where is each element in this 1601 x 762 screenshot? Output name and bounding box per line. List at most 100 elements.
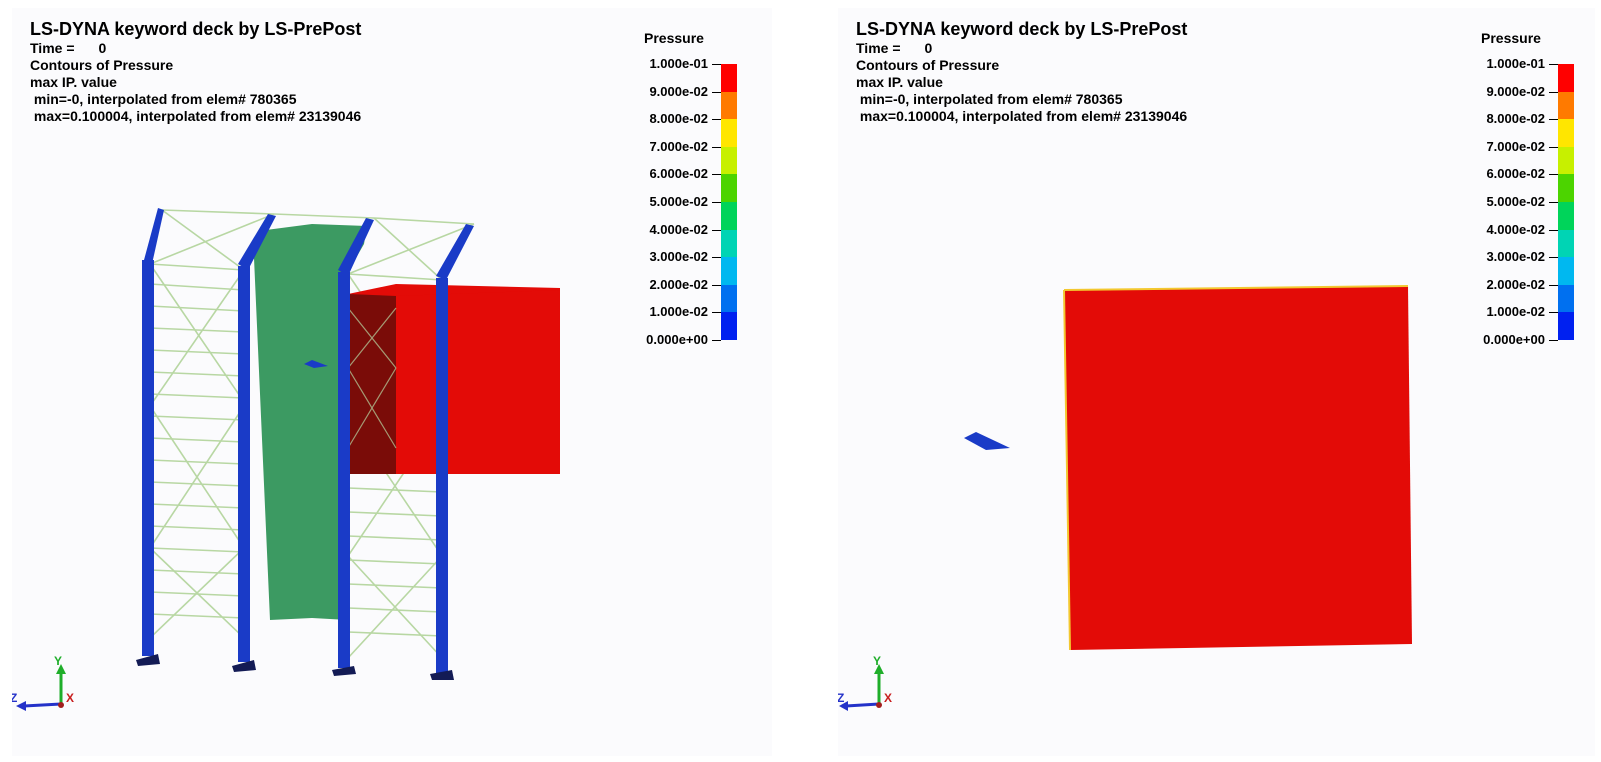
legend-label: 8.000e-02 [649, 111, 708, 127]
legend-swatch [721, 257, 737, 285]
legend-tick [712, 202, 721, 203]
legend-tick [712, 64, 721, 65]
legend-label: 7.000e-02 [1486, 138, 1545, 154]
model-scene-left: Y Z X [12, 208, 560, 711]
legend-label: 4.000e-02 [649, 221, 708, 237]
legend-swatch [721, 146, 737, 175]
right-viewport[interactable]: Y Z X LS-DYNA keyword deck by LS-PrePost… [838, 8, 1595, 756]
legend-tick [712, 312, 721, 314]
legend-tick [1549, 229, 1558, 231]
max-line: max=0.100004, interpolated from elem# 23… [856, 108, 1188, 124]
triad-y-label: Y [54, 654, 62, 668]
legend-label: 1.000e-01 [649, 56, 708, 71]
legend-tick [1549, 257, 1558, 259]
legend-tick [1549, 146, 1558, 148]
min-line: min=-0, interpolated from elem# 780365 [30, 91, 297, 107]
ip-label: max IP. value [30, 74, 117, 90]
legend-tick [712, 174, 721, 176]
frame-braces-left [149, 209, 475, 659]
legend-swatch [721, 119, 737, 147]
deck-title: LS-DYNA keyword deck by LS-PrePost [856, 19, 1188, 39]
left-viewport[interactable]: Y Z X LS-DYNA keyword deck by LS-PrePost… [12, 8, 772, 756]
legend-label: 5.000e-02 [649, 194, 708, 209]
legend-tick [1549, 284, 1558, 286]
legend-label: 7.000e-02 [649, 138, 708, 154]
time-value: 0 [924, 40, 933, 56]
legend-swatch [721, 64, 737, 92]
legend-swatch [1558, 229, 1574, 258]
legend-label: 0.000e+00 [1483, 332, 1545, 347]
legend-tick [1549, 312, 1558, 314]
legend-label: 8.000e-02 [1486, 111, 1545, 127]
columns-left [142, 208, 474, 678]
legend-tick [712, 146, 721, 148]
legend-swatch [1558, 312, 1574, 340]
legend-swatch [1558, 64, 1574, 92]
max-line: max=0.100004, interpolated from elem# 23… [30, 108, 362, 124]
contour-label: Contours of Pressure [30, 57, 174, 73]
structure-block-right [1064, 286, 1412, 650]
legend-label: 5.000e-02 [1486, 194, 1545, 209]
ip-label: max IP. value [856, 74, 943, 90]
legend-tick [1549, 174, 1558, 176]
legend-tick [712, 119, 721, 121]
time-label: Time = [856, 40, 901, 56]
axis-triad-right: Y Z X [838, 654, 892, 711]
pressure-legend-right: Pressure 1.000e-01 9.000e-02 8.000e-02 7.00… [1449, 28, 1574, 358]
triad-x-label: X [66, 691, 74, 705]
axis-triad-left: Y Z X [12, 654, 74, 711]
structure-block-shade-left [348, 294, 396, 474]
time-label: Time = [30, 40, 75, 56]
legend-label: 4.000e-02 [1486, 221, 1545, 237]
legend-tick [1549, 91, 1558, 93]
legend-swatch [721, 312, 737, 340]
legend-label: 3.000e-02 [649, 249, 708, 265]
viewport-header-right: LS-DYNA keyword deck by LS-PrePost Time … [856, 20, 1187, 123]
legend-tick [1549, 202, 1558, 203]
triad-x-label: X [884, 691, 892, 705]
legend-tick [712, 91, 721, 93]
legend-swatch [1558, 257, 1574, 285]
legend-label: 6.000e-02 [1486, 166, 1545, 182]
legend-label: 9.000e-02 [649, 83, 708, 99]
triad-z-label: Z [838, 691, 844, 705]
triad-y-label: Y [873, 654, 881, 668]
projectile-left [304, 360, 328, 368]
legend-label: 3.000e-02 [1486, 249, 1545, 265]
pressure-legend-left: Pressure 1.000e-01 9.000e-02 8.000e-02 7.00… [612, 28, 737, 358]
legend-swatch [1558, 284, 1574, 313]
legend-swatch [1558, 119, 1574, 147]
legend-label: 1.000e-01 [1486, 56, 1545, 71]
viewport-header-left: LS-DYNA keyword deck by LS-PrePost Time … [30, 20, 361, 123]
legend-swatch [721, 284, 737, 313]
legend-swatch [721, 174, 737, 202]
legend-label: 6.000e-02 [649, 166, 708, 182]
legend-swatch [721, 229, 737, 258]
legend-tick [1549, 119, 1558, 121]
legend-swatch [1558, 202, 1574, 230]
legend-tick [1549, 64, 1558, 65]
legend-label: 9.000e-02 [1486, 83, 1545, 99]
legend-tick [1549, 340, 1558, 341]
legend-tick [712, 284, 721, 286]
projectile-right [964, 432, 1010, 450]
min-line: min=-0, interpolated from elem# 780365 [856, 91, 1123, 107]
deck-title: LS-DYNA keyword deck by LS-PrePost [30, 19, 362, 39]
model-scene-right: Y Z X [838, 285, 1412, 711]
legend-swatch [1558, 174, 1574, 202]
legend-label: 2.000e-02 [1486, 276, 1545, 292]
legend-label: 1.000e-02 [649, 304, 708, 320]
legend-swatch [721, 91, 737, 120]
legend-label: 1.000e-02 [1486, 304, 1545, 320]
legend-label: 0.000e+00 [646, 332, 708, 347]
time-value: 0 [98, 40, 107, 56]
triad-z-label: Z [12, 691, 17, 705]
contour-label: Contours of Pressure [856, 57, 1000, 73]
legend-label: 2.000e-02 [649, 276, 708, 292]
legend-tick [712, 257, 721, 259]
legend-swatch [1558, 146, 1574, 175]
legend-title: Pressure [644, 30, 704, 46]
legend-swatch [721, 202, 737, 230]
legend-tick [712, 340, 721, 341]
legend-tick [712, 229, 721, 231]
